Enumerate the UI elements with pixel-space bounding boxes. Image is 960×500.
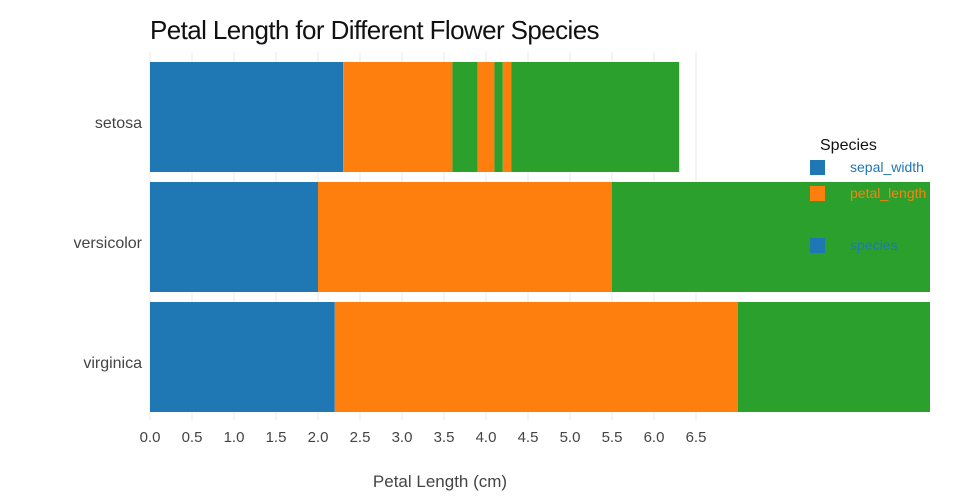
bar-segment-setosa-sepal_width[interactable] xyxy=(150,62,344,172)
bar-segment-setosa-species[interactable] xyxy=(494,62,503,172)
bar-segment-setosa-species[interactable] xyxy=(511,62,680,172)
chart-title: Petal Length for Different Flower Specie… xyxy=(150,15,600,45)
legend-label[interactable]: petal_length xyxy=(850,185,926,201)
x-tick-label: 5.5 xyxy=(602,429,623,446)
bar-segment-versicolor-petal_length[interactable] xyxy=(318,182,612,292)
bar-segment-setosa-petal_length[interactable] xyxy=(343,62,453,172)
bar-segment-versicolor-species[interactable] xyxy=(612,182,930,292)
x-tick-label: 3.5 xyxy=(434,429,455,446)
x-tick-label: 1.5 xyxy=(266,429,287,446)
x-tick-label: 3.0 xyxy=(392,429,413,446)
x-tick-label: 2.5 xyxy=(350,429,371,446)
legend-title: Species xyxy=(820,137,877,154)
x-tick-label: 4.5 xyxy=(518,429,539,446)
x-axis-title: Petal Length (cm) xyxy=(373,472,507,491)
bar-segment-versicolor-sepal_width[interactable] xyxy=(150,182,318,292)
y-axis: setosa versicolor virginica xyxy=(74,115,143,372)
x-tick-label: 6.5 xyxy=(686,429,707,446)
bar-segment-virginica-petal_length[interactable] xyxy=(334,302,738,412)
x-axis: 0.0 0.5 1.0 1.5 2.0 2.5 3.0 3.5 4.0 4.5 5.0 5.5 6.0 6… xyxy=(140,429,707,446)
x-tick-label: 0.5 xyxy=(182,429,203,446)
x-tick-label: 5.0 xyxy=(560,429,581,446)
legend-label[interactable]: sepal_width xyxy=(850,159,924,175)
x-tick-label: 1.0 xyxy=(224,429,245,446)
x-tick-label: 0.0 xyxy=(140,429,161,446)
bar-segment-setosa-petal_length[interactable] xyxy=(477,62,495,172)
y-category-label: versicolor xyxy=(74,235,143,252)
x-tick-label: 4.0 xyxy=(476,429,497,446)
x-tick-label: 6.0 xyxy=(644,429,665,446)
legend-swatch[interactable] xyxy=(810,238,825,253)
legend-label[interactable]: species xyxy=(850,237,897,253)
bar-segment-setosa-petal_length[interactable] xyxy=(502,62,512,172)
x-tick-label: 2.0 xyxy=(308,429,329,446)
bar-segment-virginica-sepal_width[interactable] xyxy=(150,302,335,412)
legend-swatch[interactable] xyxy=(810,160,825,175)
y-category-label: setosa xyxy=(95,115,142,132)
bars xyxy=(150,62,930,412)
y-category-label: virginica xyxy=(83,355,142,372)
bar-segment-virginica-species[interactable] xyxy=(738,302,930,412)
bar-segment-setosa-species[interactable] xyxy=(452,62,478,172)
legend-swatch[interactable] xyxy=(810,186,825,201)
